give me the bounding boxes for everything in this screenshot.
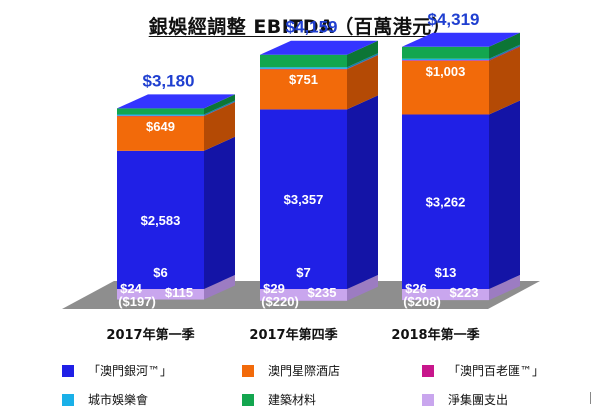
bar-top-face-q1-2017 <box>117 94 235 109</box>
bar-segment-q1-2017-starworld-macau <box>117 116 204 151</box>
data-label-q4-2017-construction-materials: $235 <box>308 285 337 300</box>
category-label-q1-2018: 2018年第一季 <box>391 327 479 343</box>
data-label-q1-2018-broadway-macau: $13 <box>435 265 457 280</box>
bar-segment-q1-2017-galaxy-macau <box>117 150 204 289</box>
bar-side-q4-2017-galaxy-macau <box>347 95 378 289</box>
bar-side-q1-2017-city-clubs <box>204 100 235 116</box>
bar-segment-q1-2017-construction-materials <box>117 108 204 115</box>
slide-edge-mark <box>590 392 591 404</box>
legend-item-construction-materials: 建築材料 <box>242 391 422 408</box>
bar-top-face-q1-2018 <box>402 32 520 47</box>
bar-segment-q1-2018-city-clubs <box>402 58 489 61</box>
legend-item-city-clubs: 城市娛樂會 <box>62 391 242 408</box>
data-label-q4-2017-galaxy-macau: $3,357 <box>284 192 324 207</box>
chart-title: 銀娛經調整 EBITDA（百萬港元） <box>148 16 452 38</box>
total-label-q1-2017: $3,180 <box>143 71 195 90</box>
legend-swatch <box>242 364 254 377</box>
category-label-q4-2017: 2017年第四季 <box>249 327 337 343</box>
total-label-q4-2017: $4,159 <box>286 18 338 37</box>
data-label-q1-2017-broadway-macau: $6 <box>153 265 167 280</box>
data-label-q1-2018-construction-materials: $223 <box>450 285 479 300</box>
data-label-q4-2017-city-clubs: $29 <box>263 281 285 296</box>
bar-top-face-q4-2017 <box>260 40 378 55</box>
bar-side-q1-2018-broadway-macau <box>489 46 520 61</box>
legend-label: 城市娛樂會 <box>88 393 149 407</box>
legend-item-galaxy-macau: 「澳門銀河™」 <box>62 362 242 379</box>
legend-swatch <box>422 393 434 406</box>
data-label-q4-2017-starworld-macau: $751 <box>289 72 318 87</box>
bar-segment-q4-2017-broadway-macau <box>260 68 347 70</box>
bar-side-q1-2018-starworld-macau <box>489 46 520 115</box>
legend-label: 澳門星際酒店 <box>268 364 341 378</box>
legend-label: 淨集團支出 <box>448 393 509 407</box>
bar-side-q1-2018-city-clubs <box>489 44 520 61</box>
bar-segment-q4-2017-net-corporate-costs <box>260 289 347 301</box>
bar-segment-q4-2017-city-clubs <box>260 67 347 69</box>
bar-side-q4-2017-construction-materials <box>347 40 378 68</box>
bar-segment-q4-2017-construction-materials <box>260 54 347 68</box>
bar-side-q1-2017-broadway-macau <box>204 101 235 117</box>
bar-side-q4-2017-starworld-macau <box>347 55 378 110</box>
data-label-q1-2017-galaxy-macau: $2,583 <box>141 213 181 228</box>
legend-swatch <box>62 393 74 406</box>
bar-side-q4-2017-city-clubs <box>347 53 378 69</box>
bar-side-q1-2018-galaxy-macau <box>489 100 520 289</box>
legend-swatch <box>422 364 434 377</box>
bar-side-q4-2017-broadway-macau <box>347 54 378 70</box>
bar-side-q4-2017-net-corporate-costs <box>347 275 378 301</box>
bar-segment-q1-2018-galaxy-macau <box>402 114 489 289</box>
legend-swatch <box>242 393 254 406</box>
bar-side-q1-2017-galaxy-macau <box>204 136 235 289</box>
bar-side-q1-2018-net-corporate-costs <box>489 275 520 301</box>
data-label-q1-2018-galaxy-macau: $3,262 <box>426 195 466 210</box>
bar-segment-q1-2017-net-corporate-costs <box>117 289 204 300</box>
bar-side-q1-2017-net-corporate-costs <box>204 275 235 300</box>
data-label-q1-2017-construction-materials: $115 <box>165 285 193 300</box>
data-label-q1-2017-starworld-macau: $649 <box>146 119 175 134</box>
total-label-q1-2018: $4,319 <box>428 10 480 29</box>
legend-swatch <box>62 364 74 377</box>
legend-label: 「澳門銀河™」 <box>88 364 173 378</box>
data-label-q1-2017-city-clubs: $24 <box>120 281 142 296</box>
bar-segment-q1-2017-city-clubs <box>117 114 204 116</box>
bar-segment-q1-2018-broadway-macau <box>402 60 489 61</box>
bar-side-q1-2017-starworld-macau <box>204 102 235 151</box>
data-label-q1-2018-city-clubs: $26 <box>405 281 427 296</box>
legend-item-starworld-macau: 澳門星際酒店 <box>242 362 422 379</box>
bar-segment-q4-2017-starworld-macau <box>260 69 347 110</box>
bar-segment-q1-2018-net-corporate-costs <box>402 289 489 301</box>
data-label-q1-2017-net-corporate-costs: ($197) <box>118 294 156 309</box>
data-label-q4-2017-net-corporate-costs: ($220) <box>261 294 299 309</box>
bar-segment-q1-2018-construction-materials <box>402 46 489 59</box>
bar-segment-q1-2018-starworld-macau <box>402 60 489 115</box>
data-label-q1-2018-net-corporate-costs: ($208) <box>403 294 441 309</box>
bar-segment-q4-2017-galaxy-macau <box>260 109 347 289</box>
legend: 「澳門銀河™」 澳門星際酒店 「澳門百老匯™」 城市娛樂會 建築材料 淨集團支出 <box>62 362 582 408</box>
category-label-q1-2017: 2017年第一季 <box>106 327 194 343</box>
legend-item-broadway-macau: 「澳門百老匯™」 <box>422 362 582 379</box>
legend-label: 「澳門百老匯™」 <box>448 364 545 378</box>
bar-side-q1-2017-construction-materials <box>204 94 235 115</box>
bar-side-q1-2018-construction-materials <box>489 32 520 59</box>
legend-item-net-corporate-costs: 淨集團支出 <box>422 391 582 408</box>
bar-segment-q1-2017-broadway-macau <box>117 115 204 117</box>
data-label-q4-2017-broadway-macau: $7 <box>296 265 310 280</box>
legend-label: 建築材料 <box>268 393 317 407</box>
data-label-q1-2018-starworld-macau: $1,003 <box>426 64 466 79</box>
